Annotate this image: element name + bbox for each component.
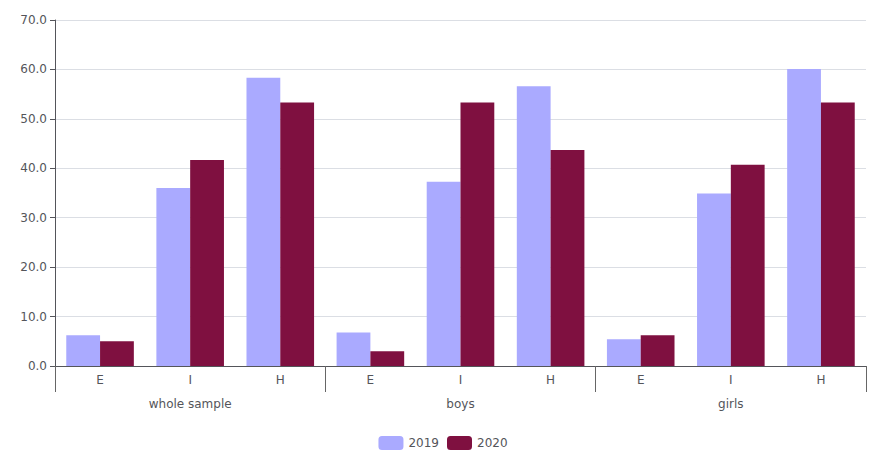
svg-text:20.0: 20.0 (20, 260, 47, 274)
svg-text:0.0: 0.0 (28, 359, 47, 373)
svg-text:10.0: 10.0 (20, 310, 47, 324)
svg-text:boys: boys (446, 397, 474, 411)
svg-text:70.0: 70.0 (20, 13, 47, 27)
svg-text:whole sample: whole sample (149, 397, 232, 411)
svg-text:60.0: 60.0 (20, 62, 47, 76)
svg-text:50.0: 50.0 (20, 112, 47, 126)
svg-text:2020: 2020 (477, 436, 508, 450)
svg-text:40.0: 40.0 (20, 161, 47, 175)
svg-text:E: E (637, 373, 645, 387)
svg-text:H: H (816, 373, 825, 387)
svg-text:E: E (367, 373, 375, 387)
svg-text:I: I (188, 373, 192, 387)
svg-text:2019: 2019 (408, 436, 439, 450)
svg-text:I: I (459, 373, 463, 387)
svg-text:30.0: 30.0 (20, 211, 47, 225)
svg-text:girls: girls (718, 397, 743, 411)
svg-text:I: I (729, 373, 733, 387)
svg-text:H: H (276, 373, 285, 387)
svg-text:E: E (96, 373, 104, 387)
svg-text:H: H (546, 373, 555, 387)
